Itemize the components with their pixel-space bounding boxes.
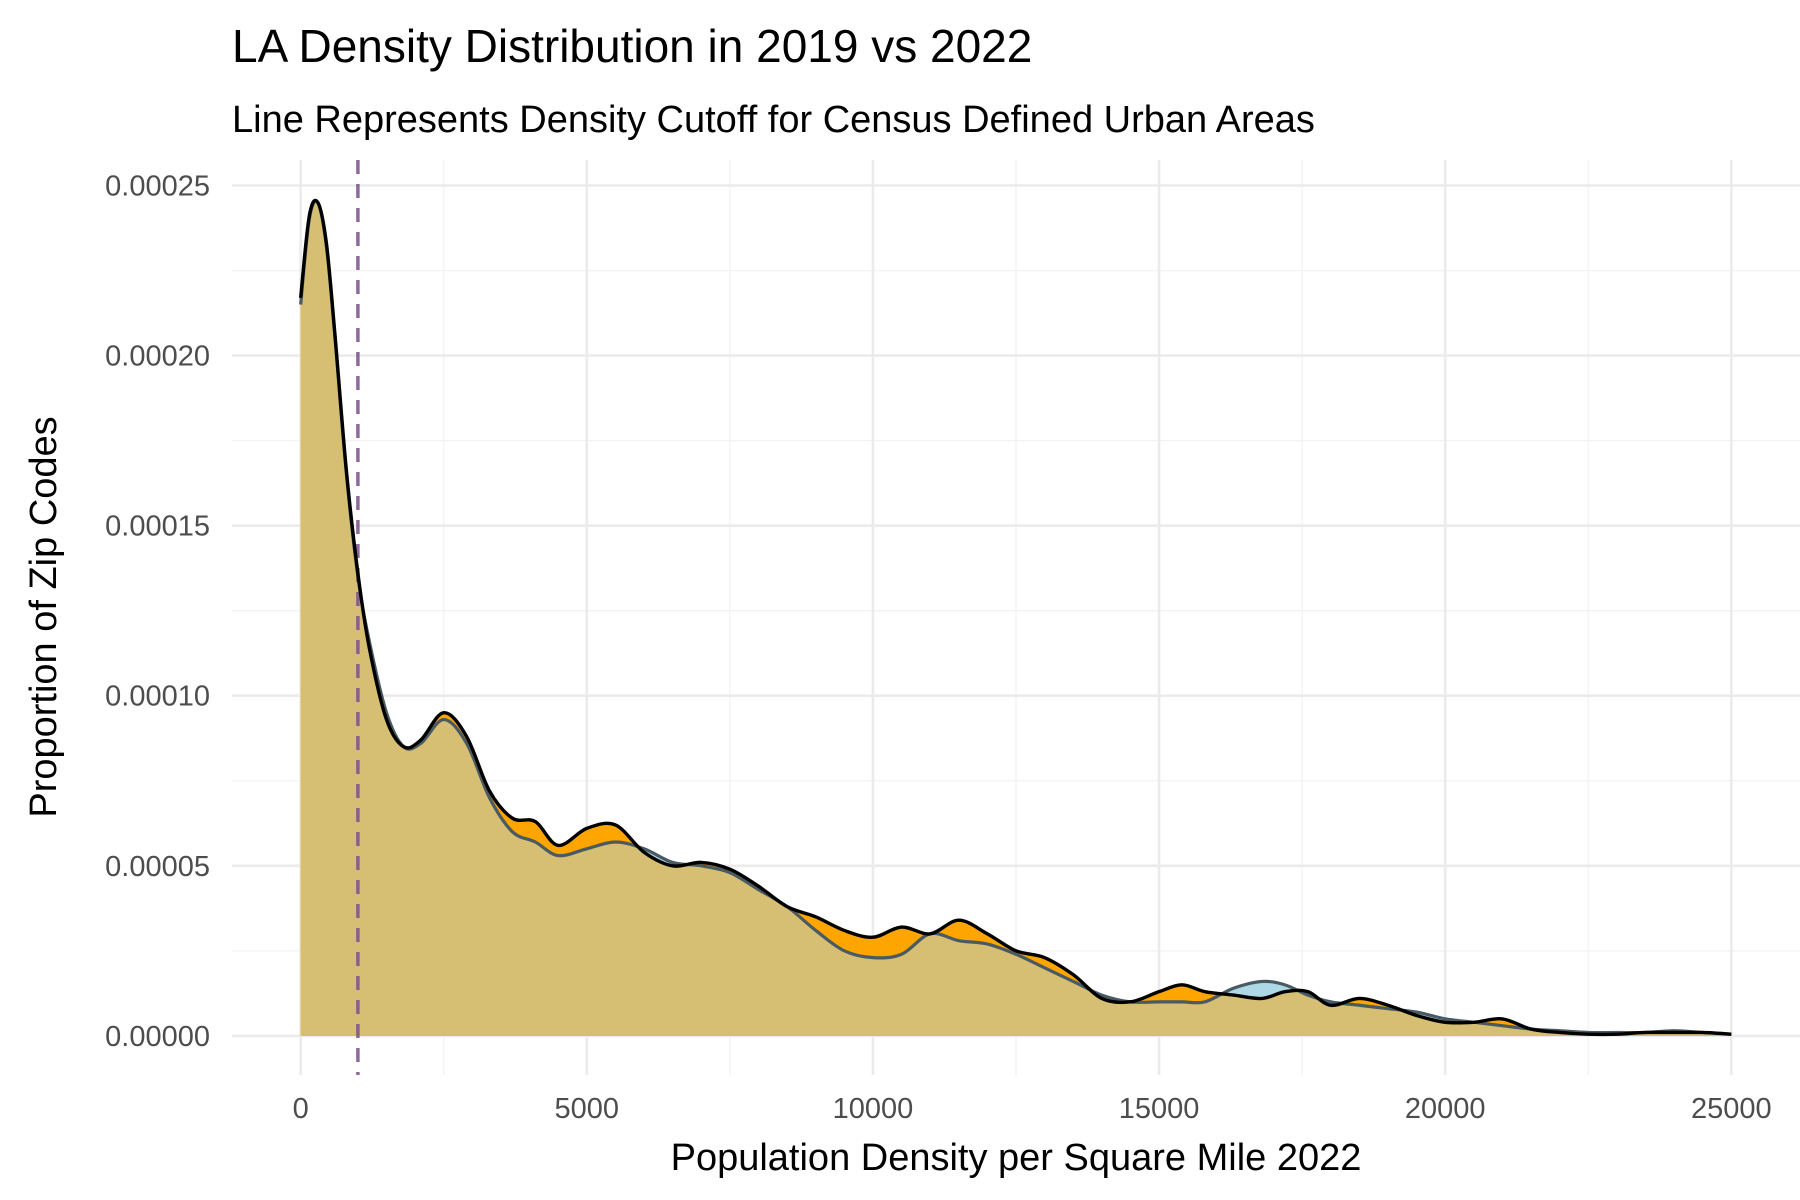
y-tick-label: 0.00015	[105, 511, 210, 543]
density-outlines	[298, 198, 1732, 1037]
x-tick-label: 0	[293, 1093, 309, 1125]
y-tick-labels: 0.00000 0.00005 0.00010 0.00015 0.00020 0.000…	[105, 171, 210, 1053]
chart-title: LA Density Distribution in 2019 vs 2022	[232, 20, 1032, 72]
x-tick-label: 25000	[1691, 1093, 1772, 1125]
chart-subtitle: Line Represents Density Cutoff for Censu…	[232, 99, 1315, 141]
x-axis-title: Population Density per Square Mile 2022	[671, 1137, 1362, 1179]
y-tick-label: 0.00025	[105, 171, 210, 203]
density-areas	[300, 200, 1732, 1036]
y-tick-label: 0.00010	[105, 681, 210, 713]
y-tick-label: 0.00005	[105, 851, 210, 883]
x-tick-label: 10000	[833, 1093, 914, 1125]
series-2-line	[298, 198, 1732, 1037]
x-tick-label: 15000	[1119, 1093, 1200, 1125]
x-tick-label: 5000	[555, 1093, 620, 1125]
x-tick-labels: 0 5000 10000 15000 20000 25000	[293, 1093, 1772, 1125]
y-tick-label: 0.00020	[105, 341, 210, 373]
y-tick-label: 0.00000	[105, 1021, 210, 1053]
overlap-area	[300, 200, 1732, 1036]
y-axis-title: Proportion of Zip Codes	[23, 416, 65, 817]
x-tick-label: 20000	[1405, 1093, 1486, 1125]
